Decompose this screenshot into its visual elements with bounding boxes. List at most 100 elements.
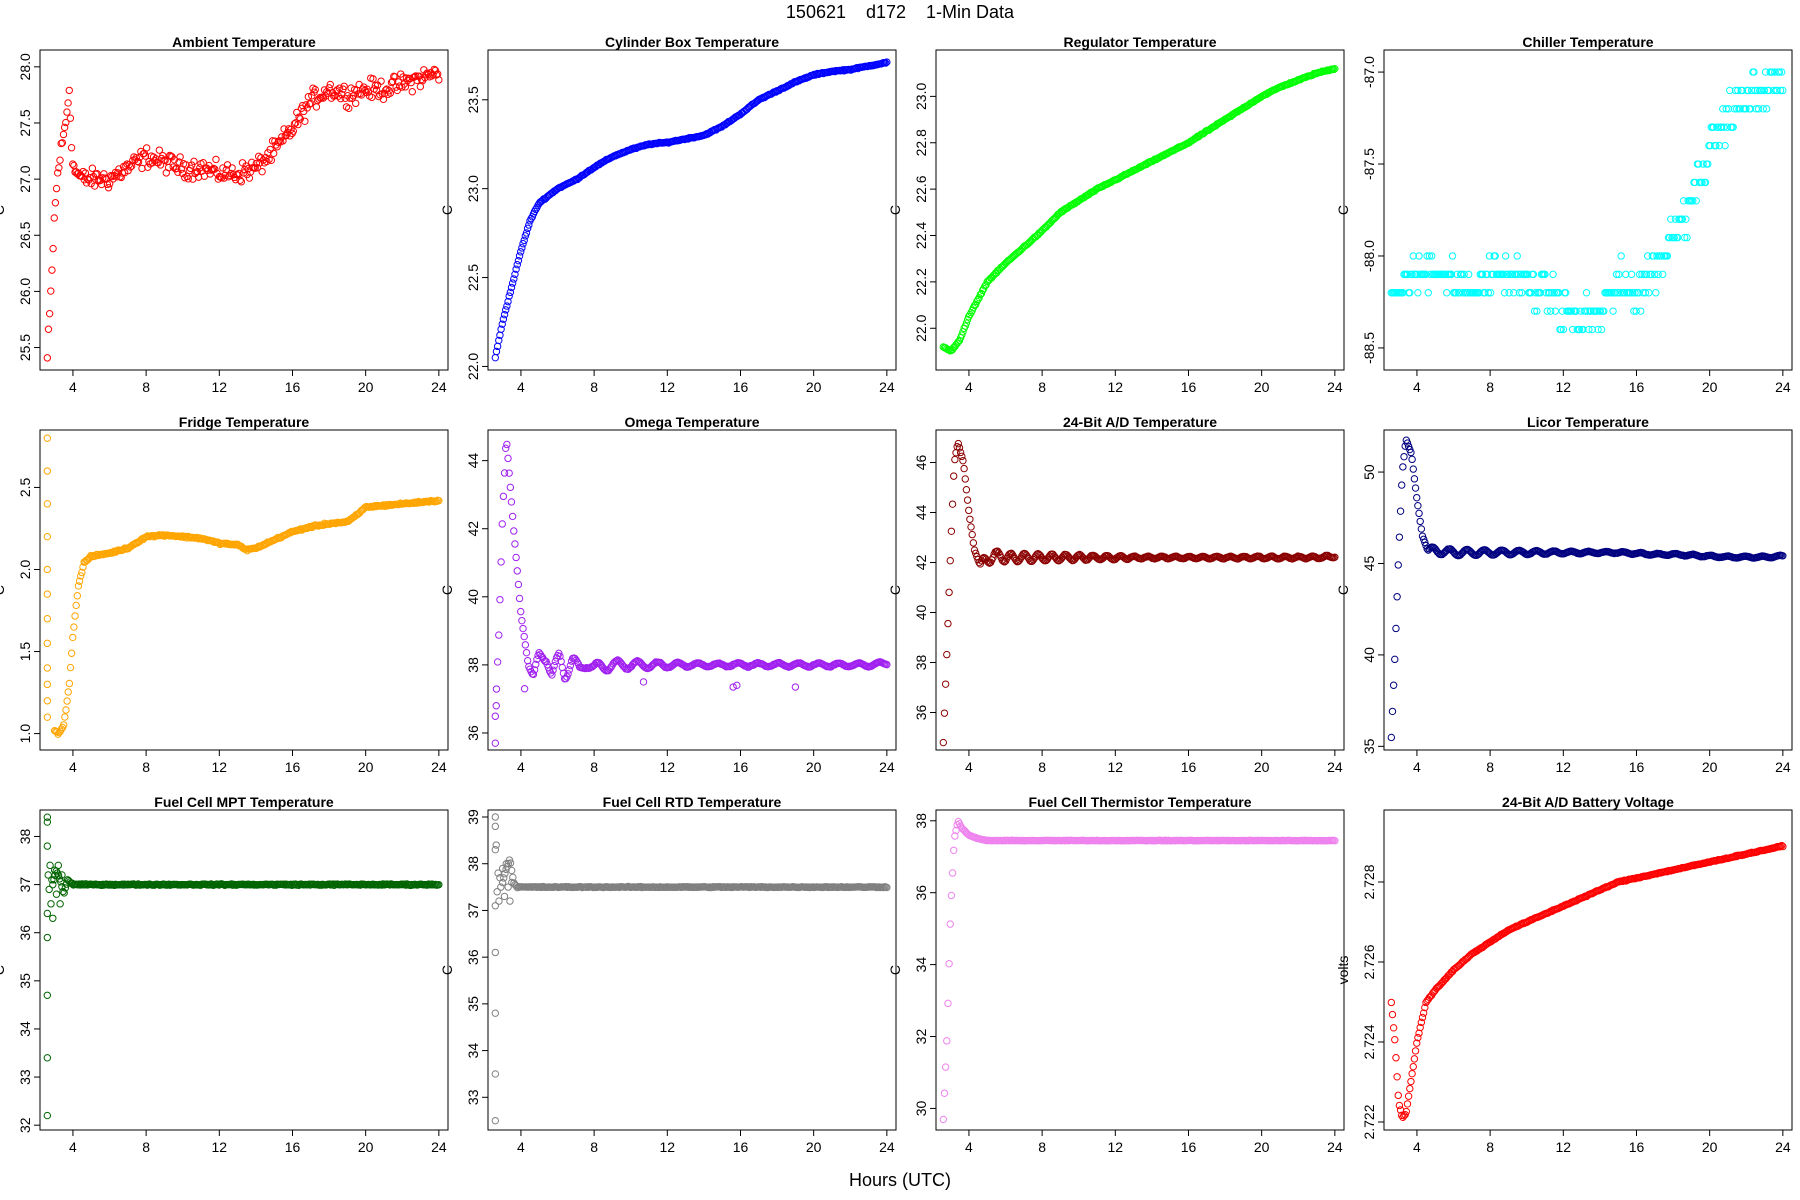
data-point [43, 639, 52, 648]
chart-title: Ambient Temperature [172, 34, 316, 50]
data-point [962, 319, 971, 327]
data-point [211, 165, 219, 173]
y-tick-label: 44 [913, 505, 929, 521]
data-point [340, 82, 348, 90]
data-point [1562, 289, 1570, 297]
data-point [1391, 1035, 1399, 1044]
data-point [492, 347, 501, 356]
data-point [518, 616, 526, 625]
data-point [1460, 270, 1468, 279]
plot-frame [39, 809, 449, 1131]
data-point [61, 713, 69, 721]
data-point [518, 244, 526, 252]
data-point [1723, 123, 1732, 131]
data-point [1709, 123, 1718, 131]
data-point [345, 104, 353, 113]
chart-panel: 24-Bit A/D Temperature C 4 8 12 16 20 24 36 38 40 4… [887, 414, 1345, 775]
data-point [1555, 289, 1563, 297]
x-tick-label: 8 [1038, 379, 1046, 395]
data-point [1585, 325, 1593, 334]
data-point [1483, 270, 1491, 279]
data-point [47, 287, 55, 295]
data-point [43, 565, 52, 574]
x-tick-label: 8 [590, 759, 598, 775]
x-tick-label: 24 [879, 759, 895, 775]
data-point [1516, 270, 1525, 279]
x-tick-label: 20 [1254, 379, 1270, 395]
data-point [1631, 289, 1639, 297]
x-tick-label: 16 [733, 379, 749, 395]
data-point [498, 520, 506, 528]
data-point [495, 631, 503, 639]
data-point [239, 169, 248, 177]
data-point [818, 69, 826, 77]
data-point [141, 152, 150, 160]
data-point [955, 444, 964, 452]
data-point [44, 325, 53, 333]
data-point [429, 70, 437, 79]
y-tick-label: 35 [17, 973, 33, 989]
y-tick-label: 33 [17, 1069, 33, 1085]
data-point [149, 153, 158, 161]
x-tick-label: 16 [285, 379, 301, 395]
data-point [943, 650, 951, 659]
data-point [60, 123, 69, 132]
data-point [1647, 270, 1655, 279]
data-point [1447, 270, 1456, 279]
data-point [287, 125, 295, 134]
data-point [1637, 307, 1645, 315]
data-point [81, 169, 90, 177]
data-point [182, 161, 190, 169]
data-point [1613, 289, 1622, 297]
data-point [49, 914, 57, 922]
x-tick-label: 16 [733, 1139, 749, 1155]
data-points [43, 65, 443, 362]
x-tick-label: 8 [1486, 1139, 1494, 1155]
data-point [43, 680, 52, 689]
data-point [1715, 141, 1724, 150]
y-tick-label: 38 [465, 657, 481, 673]
y-tick-label: 46 [913, 455, 929, 471]
data-point [982, 281, 990, 289]
chart-panel: Ambient Temperature C 4 8 12 16 20 24 25.5 26.0 26… [0, 34, 449, 395]
data-point [1641, 289, 1650, 297]
data-point [940, 1089, 949, 1097]
data-point [1478, 270, 1487, 279]
data-point [962, 485, 971, 494]
data-point [959, 456, 967, 465]
data-point [1411, 484, 1420, 492]
data-point [517, 607, 525, 616]
data-point [961, 475, 969, 483]
data-point [1754, 105, 1763, 113]
data-point [1417, 525, 1426, 533]
data-point [881, 59, 890, 67]
data-point [527, 214, 535, 223]
data-point [65, 679, 74, 688]
x-tick-label: 12 [1108, 759, 1124, 775]
data-point [558, 663, 567, 672]
y-axis-label: C [439, 205, 455, 215]
x-tick-label: 4 [517, 379, 525, 395]
data-point [1558, 307, 1566, 315]
data-point [311, 85, 319, 94]
data-point [1404, 1092, 1413, 1100]
x-tick-label: 4 [517, 759, 525, 775]
data-point [1395, 533, 1404, 541]
data-point [50, 214, 58, 222]
data-point [306, 99, 315, 108]
data-point [663, 138, 672, 146]
y-tick-label: 28.0 [17, 53, 33, 80]
data-point [839, 66, 847, 74]
data-point [1391, 655, 1399, 664]
data-point [252, 159, 261, 168]
data-point [159, 152, 167, 160]
data-point [67, 649, 76, 657]
data-point [435, 76, 443, 84]
data-point [1550, 289, 1558, 297]
data-point [491, 813, 500, 821]
data-point [116, 172, 124, 181]
chart-title: Omega Temperature [624, 414, 759, 430]
x-tick-label: 20 [358, 759, 374, 775]
y-axis-label: C [439, 965, 455, 975]
data-point [43, 697, 52, 705]
